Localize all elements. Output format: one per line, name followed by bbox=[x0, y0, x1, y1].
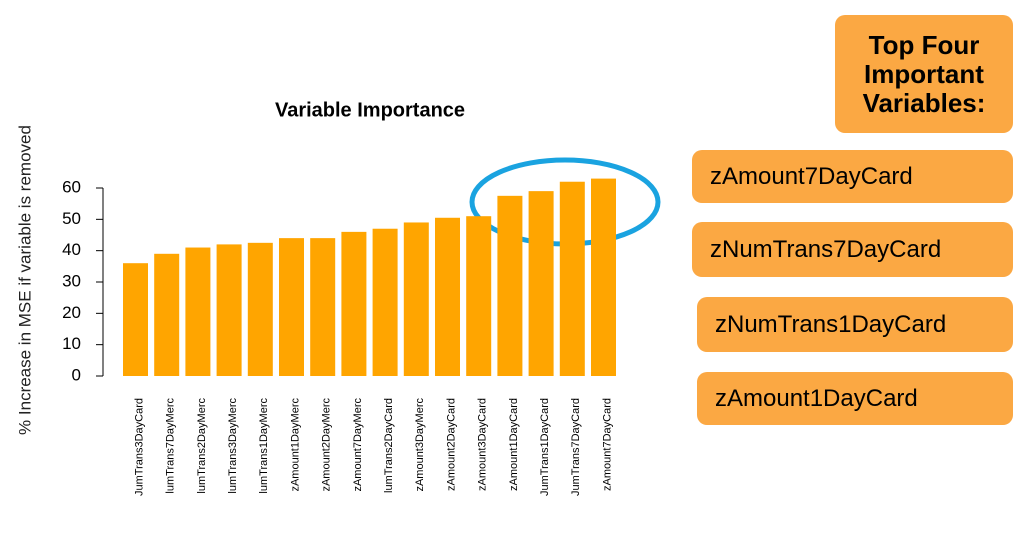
x-tick-label: zAmount2DayMerc bbox=[321, 398, 333, 492]
bar bbox=[279, 238, 304, 376]
bar bbox=[154, 253, 180, 376]
x-tick-label: lumTrans7DayMerc bbox=[165, 398, 177, 494]
x-tick-label: lumTrans3DayMerc bbox=[227, 398, 239, 494]
x-tick-label: lumTrans1DayMerc bbox=[258, 398, 270, 494]
y-tick-label: 0 bbox=[72, 365, 81, 384]
bar bbox=[310, 238, 336, 376]
x-tick-label: zAmount2DayCard bbox=[445, 398, 457, 491]
bar bbox=[185, 247, 211, 376]
chart-title: Variable Importance bbox=[275, 99, 465, 121]
y-tick-label: 50 bbox=[62, 209, 81, 228]
y-tick-label: 60 bbox=[62, 177, 81, 196]
x-tick-label: zAmount7DayCard bbox=[601, 398, 613, 491]
x-tick-label: zAmount3DayCard bbox=[477, 398, 489, 491]
panel-item: zNumTrans7DayCard bbox=[692, 222, 1013, 277]
x-tick-label: zAmount7DayMerc bbox=[352, 398, 364, 492]
y-tick-label: 10 bbox=[62, 334, 81, 353]
bar bbox=[403, 222, 429, 376]
bar bbox=[247, 242, 273, 376]
panel-item: zAmount1DayCard bbox=[697, 372, 1013, 425]
x-tick-label: lumTrans2DayCard bbox=[383, 398, 395, 493]
y-tick-label: 40 bbox=[62, 240, 81, 259]
bar bbox=[372, 228, 398, 376]
x-tick-label: zAmount1DayMerc bbox=[289, 398, 301, 492]
panel-item: zAmount7DayCard bbox=[692, 150, 1013, 203]
x-tick-label: zAmount3DayMerc bbox=[414, 398, 426, 492]
panel-item: zNumTrans1DayCard bbox=[697, 297, 1013, 352]
bar bbox=[497, 195, 523, 376]
bar bbox=[216, 244, 242, 376]
x-tick-label: zAmount1DayCard bbox=[508, 398, 520, 491]
bar bbox=[466, 216, 492, 376]
y-tick-label: 30 bbox=[62, 271, 81, 290]
x-tick-label: JumTrans1DayCard bbox=[539, 398, 551, 496]
bar bbox=[341, 231, 367, 376]
x-tick-label: JumTrans3DayCard bbox=[133, 398, 145, 496]
bar bbox=[591, 178, 616, 376]
y-tick-label: 20 bbox=[62, 303, 81, 322]
bar bbox=[528, 191, 554, 376]
bar bbox=[435, 217, 460, 376]
x-tick-label: JumTrans7DayCard bbox=[570, 398, 582, 496]
bar bbox=[123, 263, 148, 376]
bar bbox=[559, 181, 585, 376]
panel-title: Top Four Important Variables: bbox=[835, 15, 1013, 133]
y-axis-label: % Increase in MSE if variable is removed bbox=[15, 125, 34, 435]
x-tick-label: lumTrans2DayMerc bbox=[196, 398, 208, 494]
